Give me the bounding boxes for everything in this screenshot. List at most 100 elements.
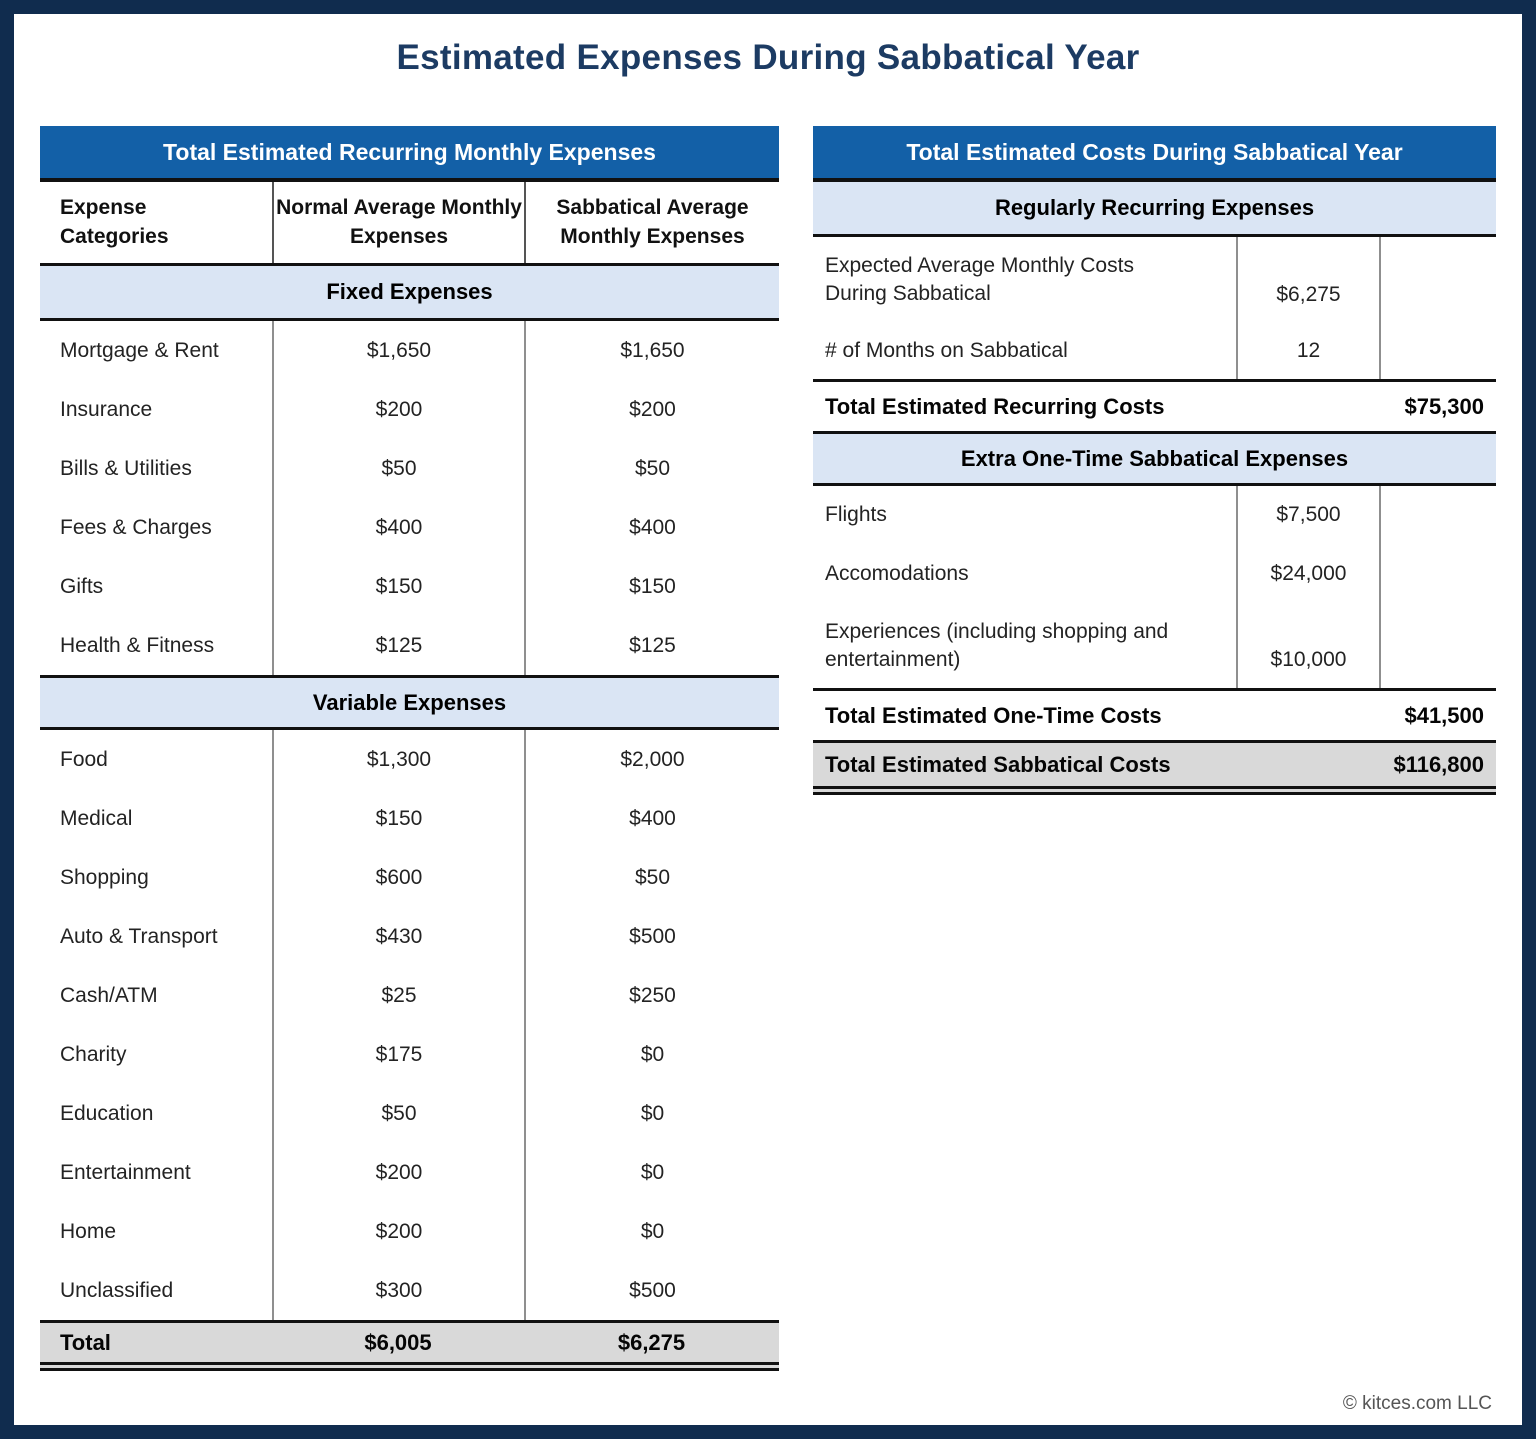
cost-item-text: Flights [825,502,887,526]
table-row: Experiences (including shopping and ente… [813,604,1496,688]
total-normal-monthly: $6,005 [364,1329,432,1355]
recurring-monthly-expenses-table: Total Estimated Recurring Monthly Expens… [40,126,779,1371]
variable-expenses-rows: Food $1,300 $2,000 Medical $150 $400 Sho… [40,730,779,1320]
column-header-expense-categories: Expense Categories [40,182,272,263]
cost-item-value: $24,000 [1236,544,1379,604]
section-header-regularly-recurring: Regularly Recurring Expenses [813,182,1496,237]
cost-item-value: $10,000 [1236,604,1379,688]
left-table-total-row: Total $6,005 $6,275 [40,1320,779,1371]
empty-total-cell [1379,604,1496,688]
section-header-one-time-expenses: Extra One-Time Sabbatical Expenses [813,431,1496,486]
cost-item-text: # of Months on Sabbatical [825,338,1068,362]
sabbatical-monthly-value: $500 [524,907,779,966]
cost-item-value: $7,500 [1236,486,1379,544]
table-row: Education $50 $0 [40,1084,779,1143]
normal-monthly-value: $200 [272,1202,524,1261]
table-row: Expected Average Monthly Costs During Sa… [813,237,1496,323]
column-header-sabbatical-monthly: Sabbatical Average Monthly Expenses [524,182,779,263]
page-title: Estimated Expenses During Sabbatical Yea… [396,38,1140,77]
table-row: Home $200 $0 [40,1202,779,1261]
left-table-title: Total Estimated Recurring Monthly Expens… [40,126,779,182]
sabbatical-monthly-value: $200 [524,380,779,439]
column-header-normal-monthly: Normal Average Monthly Expenses [272,182,524,263]
expense-category: Insurance [60,397,153,421]
normal-monthly-value: $200 [272,1143,524,1202]
sabbatical-monthly-value: $0 [524,1143,779,1202]
grand-total-row: Total Estimated Sabbatical Costs $116,80… [813,740,1496,795]
expense-category: Education [60,1101,154,1125]
sabbatical-monthly-value: $250 [524,966,779,1025]
table-row: Medical $150 $400 [40,789,779,848]
cost-item-label: Expected Average Monthly Costs During Sa… [813,237,1236,323]
expense-category: Entertainment [60,1160,191,1184]
sabbatical-monthly-value: $150 [524,557,779,616]
column-header-label: Sabbatical Average Monthly Expenses [556,196,749,248]
table-row: Shopping $600 $50 [40,848,779,907]
normal-monthly-value: $1,650 [272,321,524,380]
table-row: Food $1,300 $2,000 [40,730,779,789]
left-table-column-headers: Expense Categories Normal Average Monthl… [40,182,779,266]
section-header-fixed-expenses: Fixed Expenses [40,266,779,321]
expense-category: Shopping [60,865,149,889]
normal-monthly-value: $150 [272,557,524,616]
table-row: Cash/ATM $25 $250 [40,966,779,1025]
normal-monthly-value: $300 [272,1261,524,1320]
expense-category: Auto & Transport [60,924,218,948]
sabbatical-monthly-value: $125 [524,616,779,675]
total-sabbatical-monthly: $6,275 [617,1329,686,1355]
normal-monthly-value: $200 [272,380,524,439]
copyright-notice: © kitces.com LLC [1342,1393,1492,1414]
normal-monthly-value: $150 [272,789,524,848]
recurring-total-label: Total Estimated Recurring Costs [825,393,1165,419]
expense-category: Cash/ATM [60,983,158,1007]
expense-category: Food [60,747,108,771]
empty-total-cell [1379,544,1496,604]
normal-monthly-value: $25 [272,966,524,1025]
normal-monthly-value: $430 [272,907,524,966]
sabbatical-monthly-value: $2,000 [524,730,779,789]
column-header-label: Normal Average Monthly Expenses [276,196,522,248]
expense-category: Unclassified [60,1278,174,1302]
recurring-costs-total-row: Total Estimated Recurring Costs $75,300 [813,379,1496,431]
table-row: Fees & Charges $400 $400 [40,498,779,557]
table-row: # of Months on Sabbatical 12 [813,323,1496,379]
table-row: Entertainment $200 $0 [40,1143,779,1202]
sabbatical-monthly-value: $500 [524,1261,779,1320]
grand-total-value: $116,800 [1393,751,1484,777]
sabbatical-year-costs-table: Total Estimated Costs During Sabbatical … [813,126,1496,795]
table-row: Gifts $150 $150 [40,557,779,616]
expense-category: Gifts [60,574,104,598]
table-row: Health & Fitness $125 $125 [40,616,779,675]
content-area: Estimated Expenses During Sabbatical Yea… [14,14,1522,1425]
normal-monthly-value: $175 [272,1025,524,1084]
sabbatical-monthly-value: $0 [524,1084,779,1143]
cost-item-text: Experiences (including shopping and ente… [825,619,1169,671]
fixed-expenses-rows: Mortgage & Rent $1,650 $1,650 Insurance … [40,321,779,675]
cost-item-label: Accomodations [813,544,1236,604]
empty-total-cell [1379,237,1496,323]
one-time-costs-total-row: Total Estimated One-Time Costs $41,500 [813,688,1496,740]
sabbatical-monthly-value: $0 [524,1025,779,1084]
empty-total-cell [1379,486,1496,544]
normal-monthly-value: $125 [272,616,524,675]
sabbatical-monthly-value: $1,650 [524,321,779,380]
normal-monthly-value: $400 [272,498,524,557]
table-row: Unclassified $300 $500 [40,1261,779,1320]
table-row: Insurance $200 $200 [40,380,779,439]
table-row: Accomodations $24,000 [813,544,1496,604]
grand-total-label: Total Estimated Sabbatical Costs [825,751,1171,777]
normal-monthly-value: $50 [272,439,524,498]
table-row: Charity $175 $0 [40,1025,779,1084]
normal-monthly-value: $600 [272,848,524,907]
cost-item-label: Flights [813,486,1236,544]
expense-category: Fees & Charges [60,515,212,539]
expense-category: Mortgage & Rent [60,338,219,362]
one-time-total-value: $41,500 [1404,702,1484,728]
expense-category: Charity [60,1042,127,1066]
cost-item-label: Experiences (including shopping and ente… [813,604,1236,688]
cost-item-label: # of Months on Sabbatical [813,323,1236,379]
cost-item-text: Accomodations [825,561,969,585]
sabbatical-monthly-value: $400 [524,789,779,848]
sabbatical-monthly-value: $400 [524,498,779,557]
